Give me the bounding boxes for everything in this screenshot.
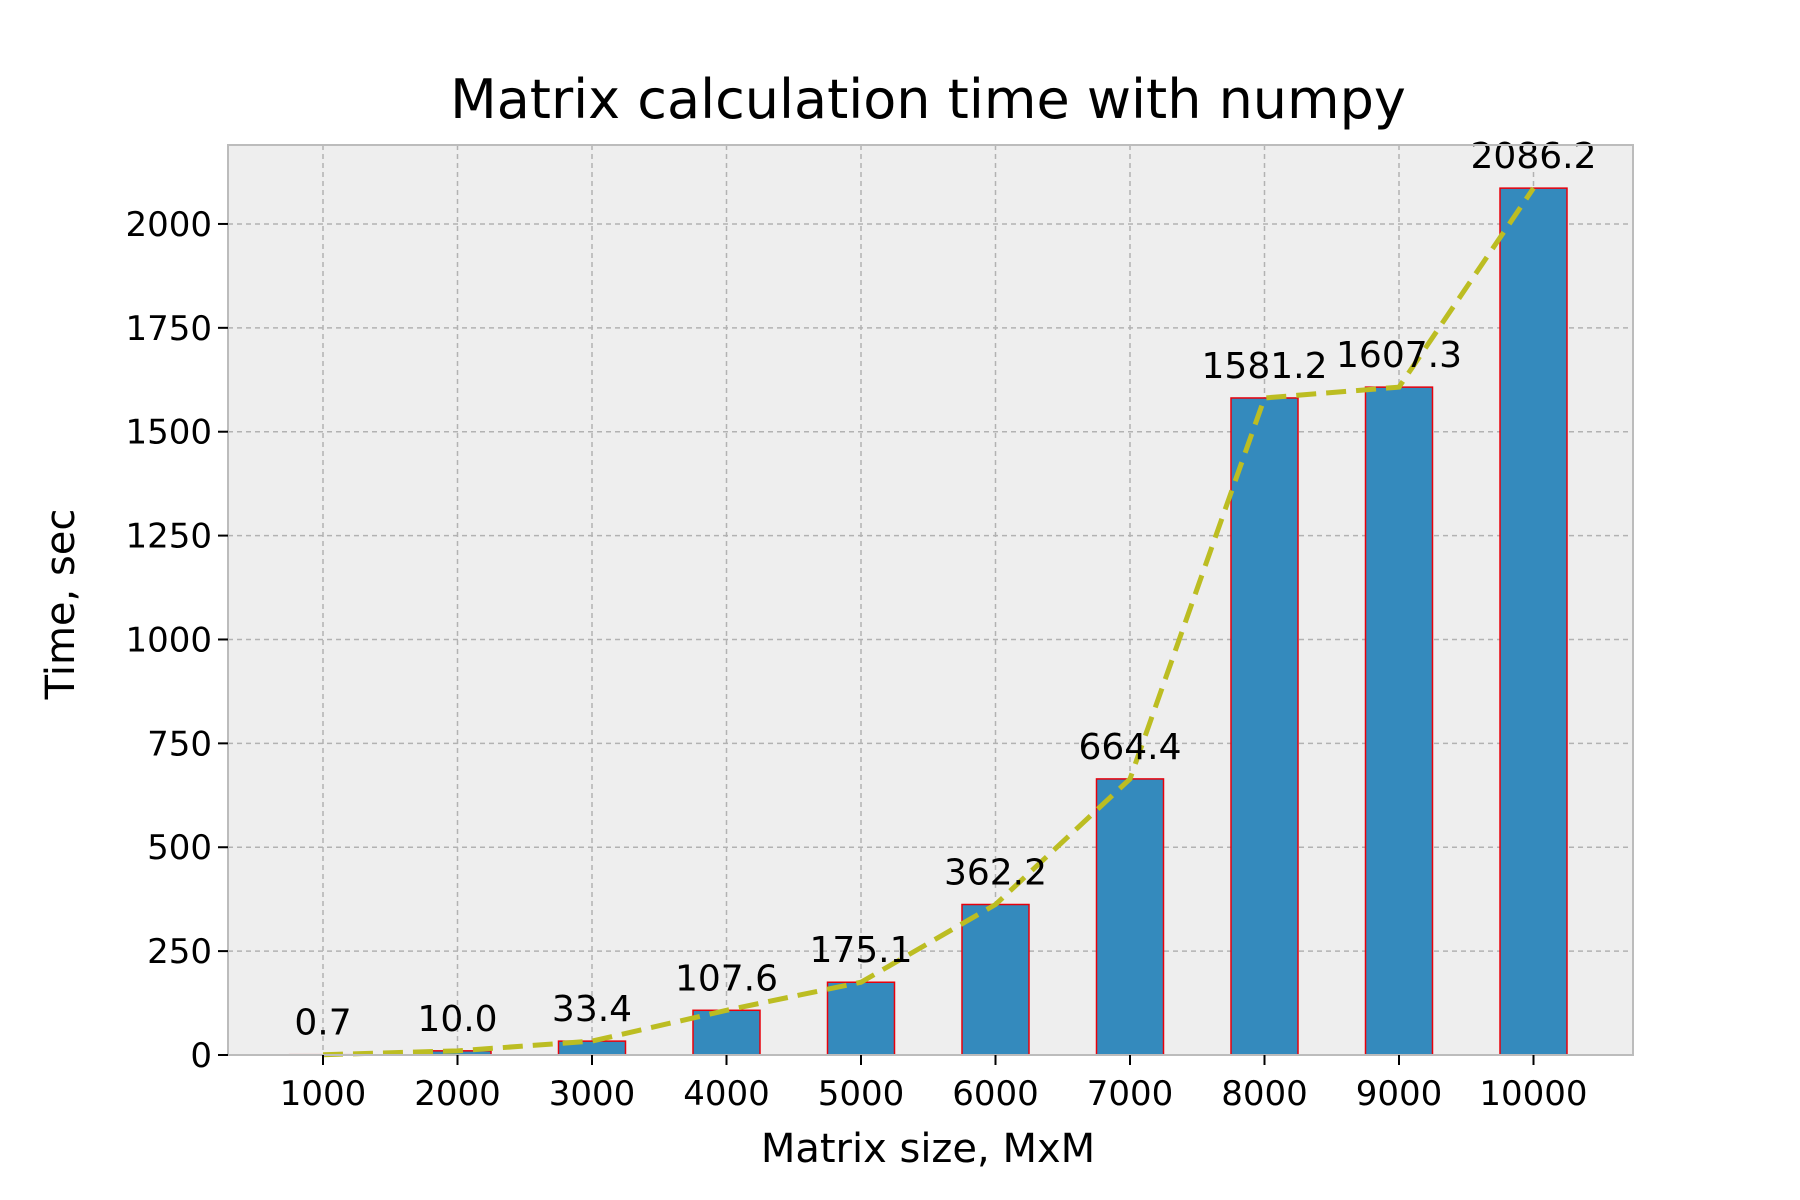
y-tick-label: 250 [147, 932, 212, 972]
data-labels: 0.7 10.0 33.4 107.6 175.1 362.2 664.4 1581.2 160… [294, 136, 1596, 1044]
x-tick-label: 6000 [952, 1074, 1039, 1114]
data-label: 1607.3 [1336, 335, 1462, 376]
x-tick-label: 5000 [818, 1074, 905, 1114]
x-tick-label: 9000 [1356, 1074, 1443, 1114]
data-label: 10.0 [417, 999, 497, 1040]
y-tick-label: 500 [147, 828, 212, 868]
chart-title: Matrix calculation time with numpy [450, 68, 1406, 131]
y-tick-label: 1750 [125, 309, 212, 349]
x-tick-label: 1000 [280, 1074, 367, 1114]
x-tick-label: 10000 [1479, 1074, 1587, 1114]
trend-line [322, 186, 1536, 1058]
data-label: 175.1 [809, 930, 912, 971]
data-label: 2086.2 [1471, 136, 1597, 177]
data-label: 0.7 [294, 1003, 351, 1044]
bar [1499, 187, 1568, 1056]
y-tick-label: 1000 [125, 620, 212, 660]
bar [826, 981, 896, 1056]
bars [288, 187, 1568, 1056]
x-axis-label: Matrix size, MxM [761, 1126, 1095, 1172]
bar [1364, 386, 1434, 1056]
x-tick-label: 2000 [414, 1074, 501, 1114]
ticks: 0 250 500 750 1000 1250 1500 1750 2000 1000 2000 30… [125, 205, 1587, 1114]
bar [1095, 778, 1165, 1056]
bar [692, 1009, 761, 1056]
y-axis-label: Time, sec [38, 509, 84, 701]
y-tick-label: 2000 [125, 205, 212, 245]
y-tick-label: 1250 [125, 517, 212, 557]
y-tick-label: 750 [147, 724, 212, 764]
data-label: 664.4 [1078, 727, 1181, 768]
plot-frame [227, 144, 1634, 1056]
bar [1230, 397, 1299, 1056]
x-tick-label: 4000 [683, 1074, 770, 1114]
x-tick-label: 3000 [549, 1074, 636, 1114]
bar [961, 903, 1030, 1056]
data-label: 33.4 [552, 989, 632, 1030]
y-tick-label: 0 [190, 1036, 212, 1076]
data-label: 1581.2 [1202, 346, 1328, 387]
data-label: 107.6 [675, 958, 778, 999]
data-label: 362.2 [944, 852, 1047, 893]
y-tick-label: 1500 [125, 413, 212, 453]
x-tick-label: 8000 [1221, 1074, 1308, 1114]
x-tick-label: 7000 [1087, 1074, 1174, 1114]
